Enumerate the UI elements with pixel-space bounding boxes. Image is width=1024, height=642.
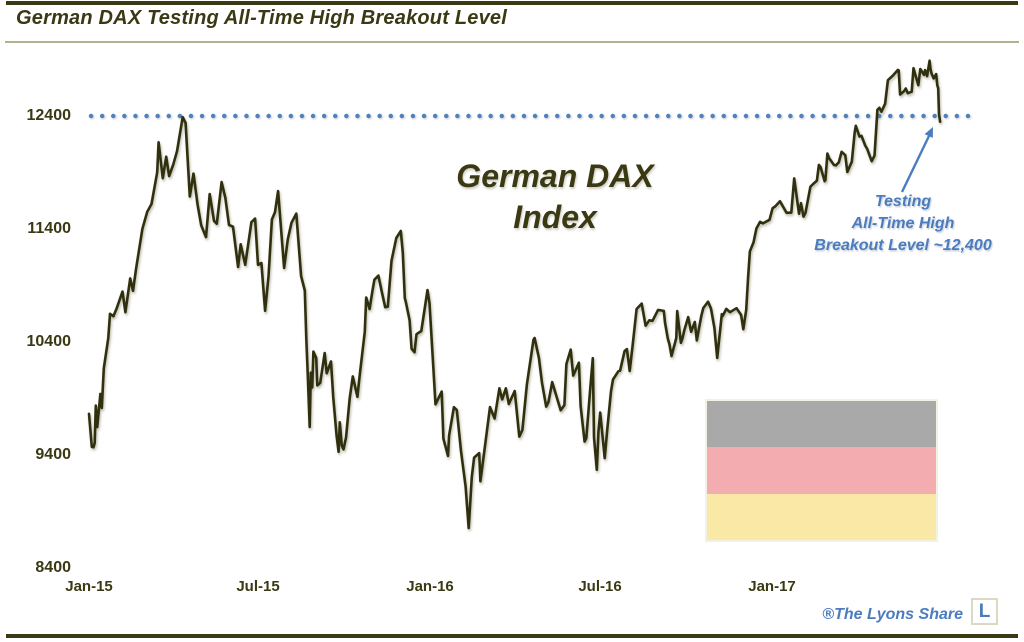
annotation-line1: Testing [874, 193, 932, 210]
y-tick-label: 10400 [26, 333, 72, 350]
page-title: German DAX Testing All-Time High Breakou… [16, 7, 507, 29]
bottom-border-rule [6, 634, 1018, 638]
annotation-line3: Breakout Level ~12,400 [814, 237, 992, 254]
title-divider-rule [5, 41, 1019, 43]
flag-stripe-top [707, 401, 936, 448]
y-tick-label: 9400 [35, 446, 71, 463]
breakout-annotation: Testing All-Time High Breakout Level ~12… [795, 191, 1011, 257]
series-watermark-line1: German DAX [456, 158, 654, 194]
series-watermark-line2: Index [513, 199, 597, 235]
y-tick-label: 8400 [35, 559, 71, 576]
annotation-arrowhead [924, 127, 933, 138]
y-tick-label: 12400 [26, 107, 72, 124]
flag-stripe-middle [707, 447, 936, 494]
y-tick-label: 11400 [27, 220, 71, 237]
lyons-share-credit: ®The Lyons Share [822, 606, 963, 623]
annotation-arrow [900, 135, 931, 193]
german-flag-graphic [705, 399, 938, 542]
lyons-share-logo: L [971, 598, 998, 625]
x-tick-label: Jul-15 [236, 578, 280, 595]
dax-price-line [87, 59, 942, 530]
top-border-rule [6, 1, 1018, 5]
flag-stripe-bottom [707, 493, 936, 540]
x-tick-label: Jan-15 [65, 578, 113, 595]
series-watermark-label: German DAX Index [398, 156, 712, 238]
x-tick-label: Jan-17 [748, 578, 796, 595]
annotation-line2: All-Time High [851, 215, 955, 232]
x-tick-label: Jul-16 [578, 578, 622, 595]
x-tick-label: Jan-16 [406, 578, 454, 595]
